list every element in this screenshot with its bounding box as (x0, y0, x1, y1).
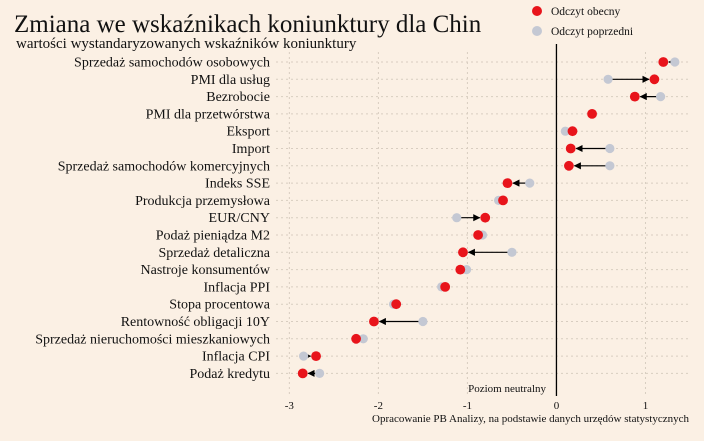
category-label: PMI dla usług (191, 73, 270, 88)
legend-current-label: Odczyt obecny (551, 6, 621, 18)
category-label: Podaż pieniądza M2 (156, 229, 270, 244)
category-label: Stopa procentowa (169, 298, 270, 313)
category-label: Bezrobocie (206, 90, 270, 105)
previous-marker (418, 316, 428, 327)
previous-marker (507, 247, 517, 257)
previous-marker (452, 213, 462, 223)
category-label: Nastroje konsumentów (141, 263, 271, 278)
current-marker (458, 247, 468, 258)
dots (297, 57, 680, 379)
previous-marker (560, 126, 570, 136)
category-label: Podaż kredytu (190, 367, 270, 382)
current-marker (455, 264, 466, 275)
previous-marker (315, 368, 325, 378)
previous-marker (525, 178, 535, 188)
current-marker (658, 57, 669, 67)
arrows (304, 58, 676, 377)
legend-previous-label: Odczyt poprzedni (551, 26, 633, 38)
current-marker (297, 368, 308, 379)
chart-title: Zmiana we wskaźnikach koniunktury dla Ch… (14, 11, 482, 38)
x-tick-label: 1 (643, 400, 649, 412)
current-marker (629, 91, 640, 102)
category-label: Inflacja PPI (204, 280, 271, 295)
current-marker (587, 109, 597, 119)
category-labels: Sprzedaż samochodów osobowych PMI dla usł… (35, 56, 271, 382)
x-axis-ticks: -3 -2 -1 0 1 (285, 400, 648, 412)
category-label: PMI dla przetwórstwa (146, 107, 271, 122)
x-tick-label: -1 (463, 400, 472, 412)
category-label: Sprzedaż detaliczna (158, 246, 270, 261)
category-label: Inflacja CPI (202, 350, 270, 365)
current-marker (502, 178, 513, 189)
category-label: Sprzedaż samochodów osobowych (74, 56, 270, 71)
current-marker (311, 351, 321, 361)
previous-marker (656, 92, 666, 102)
category-label: Indeks SSE (205, 177, 270, 192)
current-marker (473, 230, 484, 240)
category-label: Produkcja przemysłowa (135, 194, 271, 209)
category-label: EUR/CNY (209, 211, 270, 226)
current-marker (351, 333, 362, 344)
source-note: Opracowanie PB Analizy, na podstawie dan… (372, 413, 689, 425)
legend: Odczyt obecny Odczyt poprzedni (532, 6, 633, 38)
category-label: Rentowność obligacji 10Y (121, 315, 270, 330)
current-marker (480, 212, 491, 223)
current-marker (565, 143, 576, 154)
current-marker (564, 160, 574, 171)
current-marker (567, 126, 578, 137)
current-marker (391, 299, 402, 310)
chart-subtitle: wartości wystandaryzowanych wskaźników k… (16, 36, 357, 52)
x-tick-label: -3 (285, 400, 295, 412)
category-label: Sprzedaż samochodów komercyjnych (58, 159, 270, 174)
legend-previous-marker (532, 26, 542, 36)
current-marker (369, 316, 379, 327)
previous-marker (603, 74, 613, 84)
category-label: Import (232, 142, 270, 157)
previous-marker (605, 161, 615, 171)
previous-marker (670, 57, 680, 67)
x-tick-label: -2 (374, 400, 383, 412)
zero-line-label: Poziom neutralny (468, 383, 546, 395)
previous-marker (605, 143, 615, 154)
category-label: Sprzedaż nieruchomości mieszkaniowych (35, 332, 270, 347)
legend-current-marker (532, 6, 542, 16)
category-label: Eksport (226, 125, 270, 140)
x-tick-label: 0 (554, 400, 560, 412)
previous-marker (299, 351, 309, 361)
current-marker (498, 195, 508, 206)
current-marker (649, 74, 660, 85)
current-marker (440, 282, 451, 292)
previous-marker (358, 334, 368, 344)
grid-lines (276, 52, 690, 396)
